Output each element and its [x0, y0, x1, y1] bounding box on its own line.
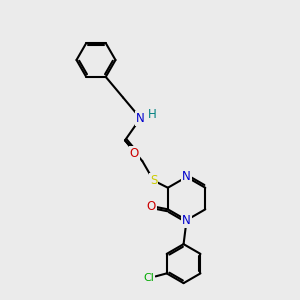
- Text: N: N: [136, 112, 145, 125]
- Text: N: N: [182, 214, 191, 226]
- Text: O: O: [147, 200, 156, 213]
- Text: H: H: [148, 108, 156, 121]
- Text: N: N: [182, 170, 191, 183]
- Text: S: S: [150, 174, 157, 187]
- Text: O: O: [130, 146, 139, 160]
- Text: Cl: Cl: [143, 273, 154, 283]
